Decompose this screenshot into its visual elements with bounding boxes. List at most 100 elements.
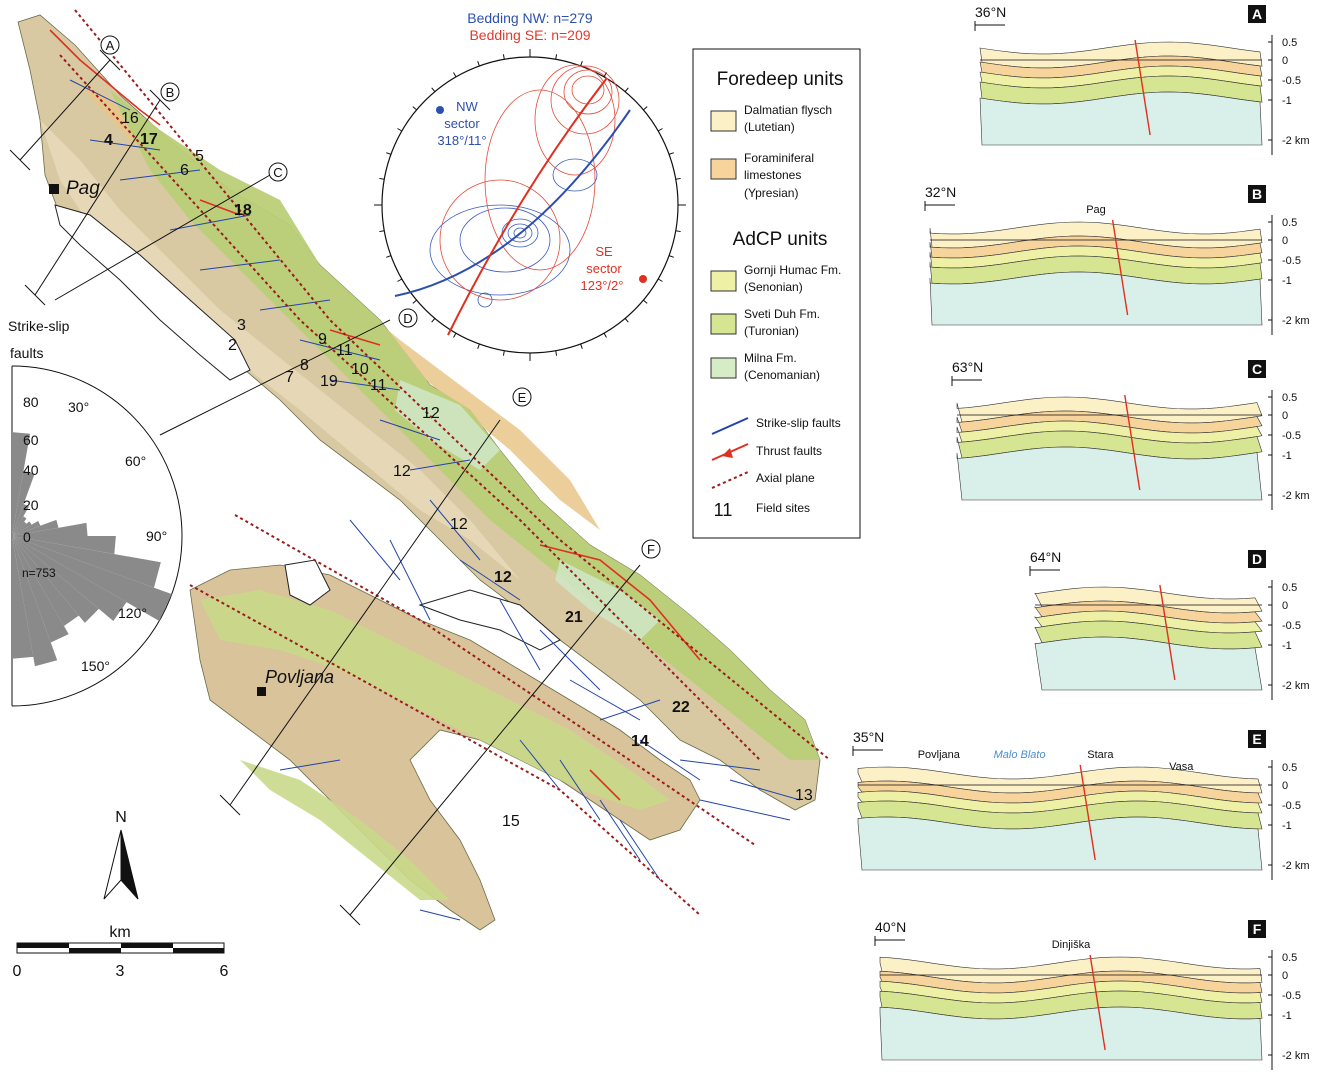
rose-petal <box>12 516 27 536</box>
section-label-a: A <box>106 38 115 53</box>
rose-angle-label: 120° <box>118 605 147 621</box>
field-site: 9 <box>318 331 327 348</box>
se-contours <box>439 64 620 301</box>
rose-petal <box>12 536 127 621</box>
depth-tick: -1 <box>1282 95 1292 107</box>
legend-label: (Turonian) <box>744 324 799 338</box>
legend: Foredeep units Dalmatian flysch (Lutetia… <box>692 48 861 539</box>
depth-tick: -0.5 <box>1282 255 1301 267</box>
se-sector-orientation: 123°/2° <box>581 278 624 293</box>
nw-sector-label: sector <box>444 116 480 131</box>
stereonet: Bedding NW: n=279 Bedding SE: n=209 NW s… <box>374 10 686 361</box>
rose-petal <box>12 520 41 536</box>
legend-label: Axial plane <box>756 471 815 485</box>
rose-petal <box>12 432 31 536</box>
depth-tick: -0.5 <box>1282 75 1301 87</box>
stereonet-title-se: Bedding SE: n=209 <box>469 27 590 43</box>
rose-angle-label: 90° <box>146 528 167 544</box>
scale-tick: 3 <box>116 963 125 980</box>
field-site: 2 <box>228 337 237 354</box>
legend-label: (Senonian) <box>744 280 803 294</box>
section-layer <box>857 816 1263 871</box>
section-letter: C <box>1252 361 1262 377</box>
town-pag-marker <box>49 184 59 194</box>
povljana-green-2 <box>240 760 450 900</box>
field-site: 12 <box>422 405 440 422</box>
field-site: 11 <box>336 342 353 359</box>
section-labels <box>100 35 661 559</box>
town-pag-label: Pag <box>66 178 100 199</box>
town-povljana-marker <box>257 687 266 696</box>
section-label-f: F <box>647 542 655 557</box>
legend-label: limestones <box>744 168 801 182</box>
legend-swatch-flysch <box>710 110 737 132</box>
section-layer <box>956 446 1263 501</box>
depth-tick: 0 <box>1282 55 1288 67</box>
section-orientation: 40°N <box>875 919 906 935</box>
town-povljana-label: Povljana <box>265 667 334 687</box>
rose-petal <box>12 504 29 536</box>
rose-petal <box>12 521 32 536</box>
field-site: 8 <box>300 357 309 374</box>
legend-swatch-gornji <box>710 270 737 292</box>
legend-label: Milna Fm. <box>744 351 797 365</box>
field-site: 4 <box>104 132 113 149</box>
rose-count: n=753 <box>22 566 56 580</box>
depth-tick: 0.5 <box>1282 392 1297 404</box>
section-letter: E <box>1252 731 1261 747</box>
field-site: 12 <box>450 516 468 533</box>
depth-tick: -0.5 <box>1282 990 1301 1002</box>
pag-flysch <box>40 120 520 580</box>
rose-petal <box>12 536 161 588</box>
scale-unit: km <box>109 924 130 941</box>
cross-section-e: 0.5 0 -0.5 -1 -2 km E 35°N Povljana Malo Blato St… <box>852 729 1310 880</box>
depth-tick: -1 <box>1282 640 1292 652</box>
field-site: 10 <box>351 361 369 378</box>
north-arrow-label: N <box>115 809 127 826</box>
section-orientation: 64°N <box>1030 549 1061 565</box>
field-site: 16 <box>121 110 139 127</box>
depth-tick: -2 km <box>1282 860 1310 872</box>
stereonet-ticks <box>374 49 686 361</box>
rose-petal <box>12 536 58 667</box>
section-label-e: E <box>518 390 527 405</box>
legend-strike-slip-symbol <box>711 417 749 435</box>
section-layer <box>979 91 1263 146</box>
depth-tick: -0.5 <box>1282 800 1301 812</box>
rose-petal <box>12 470 35 536</box>
legend-label: Foraminiferal <box>744 151 814 165</box>
legend-swatch-milna <box>710 357 737 379</box>
rose-outline <box>11 365 183 707</box>
section-layer <box>879 1006 1263 1061</box>
rose-title: faults <box>10 345 43 361</box>
field-site: 12 <box>393 463 411 480</box>
nw-sector-label: NW <box>456 99 478 114</box>
field-site: 22 <box>672 699 690 716</box>
section-place-label: Pag <box>1086 204 1106 216</box>
depth-tick: -0.5 <box>1282 430 1301 442</box>
rose-petal <box>12 522 88 536</box>
legend-label: Sveti Duh Fm. <box>744 307 820 321</box>
depth-tick: -1 <box>1282 275 1292 287</box>
field-site: 12 <box>494 569 512 586</box>
legend-label: Gornji Humac Fm. <box>744 263 841 277</box>
legend-heading-adcp: AdCP units <box>733 229 828 250</box>
cross-section-b: 0.5 0 -0.5 -1 -2 km B 32°N Pag <box>924 184 1310 335</box>
field-site: 15 <box>502 813 520 830</box>
depth-tick: -1 <box>1282 1010 1292 1022</box>
depth-tick: 0 <box>1282 970 1288 982</box>
section-orientation: 35°N <box>853 729 884 745</box>
rose-petals <box>12 432 172 667</box>
depth-tick: -2 km <box>1282 490 1310 502</box>
se-sector-label: sector <box>586 261 622 276</box>
rose-angle-label: 30° <box>68 399 89 415</box>
nw-pole-marker <box>436 106 444 114</box>
field-site: 11 <box>370 377 387 394</box>
stereonet-title-nw: Bedding NW: n=279 <box>467 10 593 26</box>
depth-tick: -2 km <box>1282 1050 1310 1062</box>
section-layer <box>929 271 1263 326</box>
cross-sections: 0.5 0 -0.5 -1 -2 km A 36°N 0.5 0 -0.5 -1 -2 km B 32°N… <box>852 4 1310 1070</box>
field-site: 21 <box>565 609 583 626</box>
section-orientation: 63°N <box>952 359 983 375</box>
field-site: 17 <box>140 131 158 148</box>
